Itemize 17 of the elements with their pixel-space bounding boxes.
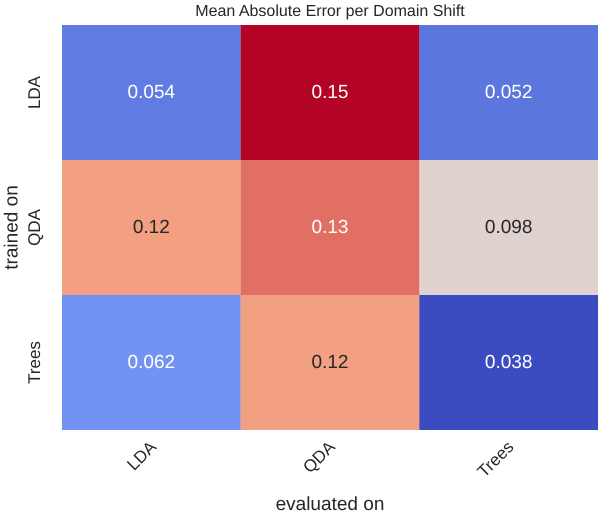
data-label: 0.098	[484, 217, 532, 238]
x-axis-title: evaluated on	[276, 494, 384, 515]
chart-title: Mean Absolute Error per Domain Shift	[194, 3, 466, 21]
x-tick-label: QDA	[299, 436, 340, 477]
data-label: 0.13	[312, 217, 348, 238]
data-label: 0.038	[484, 352, 532, 373]
data-label: 0.062	[128, 352, 176, 373]
y-axis-title: trained on	[2, 185, 22, 270]
y-tick-label: QDA	[25, 208, 44, 246]
x-tick-label: LDA	[123, 436, 161, 474]
data-label: 0.12	[132, 217, 170, 238]
data-label: 0.054	[128, 82, 176, 103]
data-label: 0.052	[484, 82, 532, 103]
data-label: 0.12	[312, 352, 348, 373]
data-label: 0.15	[312, 82, 348, 103]
y-tick-label: LDA	[25, 75, 44, 110]
y-tick-label: Trees	[25, 341, 44, 384]
